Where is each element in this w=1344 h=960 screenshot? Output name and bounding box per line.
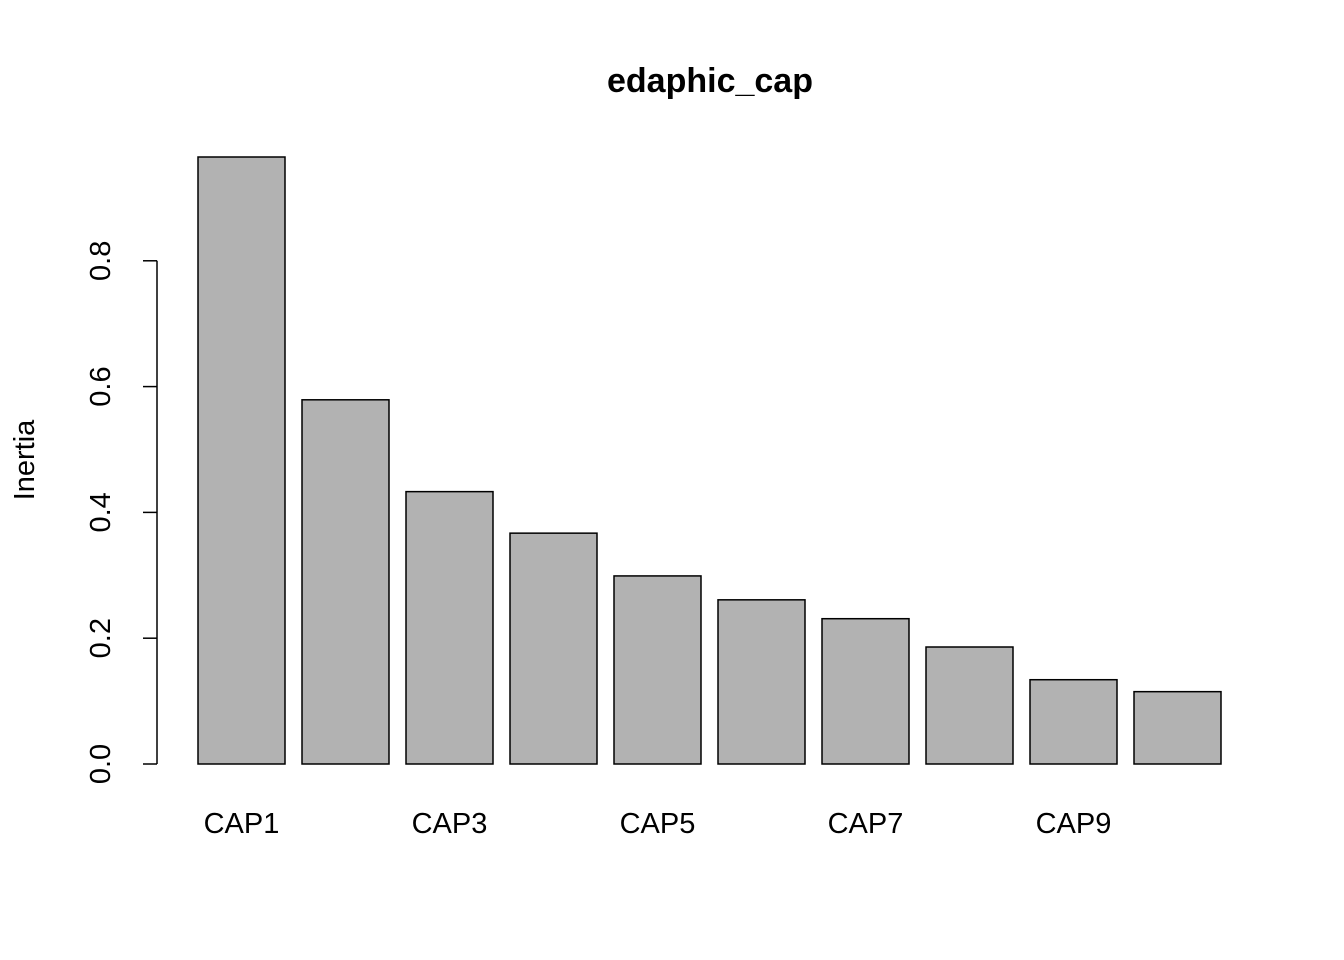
y-axis-label: Inertia — [9, 419, 41, 500]
x-tick-label: CAP3 — [412, 808, 488, 840]
x-tick-label: CAP7 — [828, 808, 904, 840]
bar — [613, 575, 702, 765]
y-tick-label: 0.6 — [85, 366, 117, 406]
y-tick-label: 0.2 — [85, 618, 117, 658]
x-tick-label: CAP9 — [1036, 808, 1112, 840]
bar — [405, 490, 494, 765]
bar — [717, 599, 806, 765]
x-tick-label: CAP1 — [204, 808, 280, 840]
y-tick-label: 0.0 — [85, 744, 117, 784]
bar — [821, 617, 910, 765]
y-tick-label: 0.8 — [85, 241, 117, 281]
chart-title: edaphic_cap — [607, 62, 813, 100]
bar — [925, 646, 1014, 765]
bar — [197, 156, 286, 765]
bar — [1133, 690, 1222, 765]
y-tick-label: 0.4 — [85, 492, 117, 532]
bar — [509, 532, 598, 765]
x-tick-label: CAP5 — [620, 808, 696, 840]
bar — [301, 399, 390, 765]
bar — [1029, 678, 1118, 765]
